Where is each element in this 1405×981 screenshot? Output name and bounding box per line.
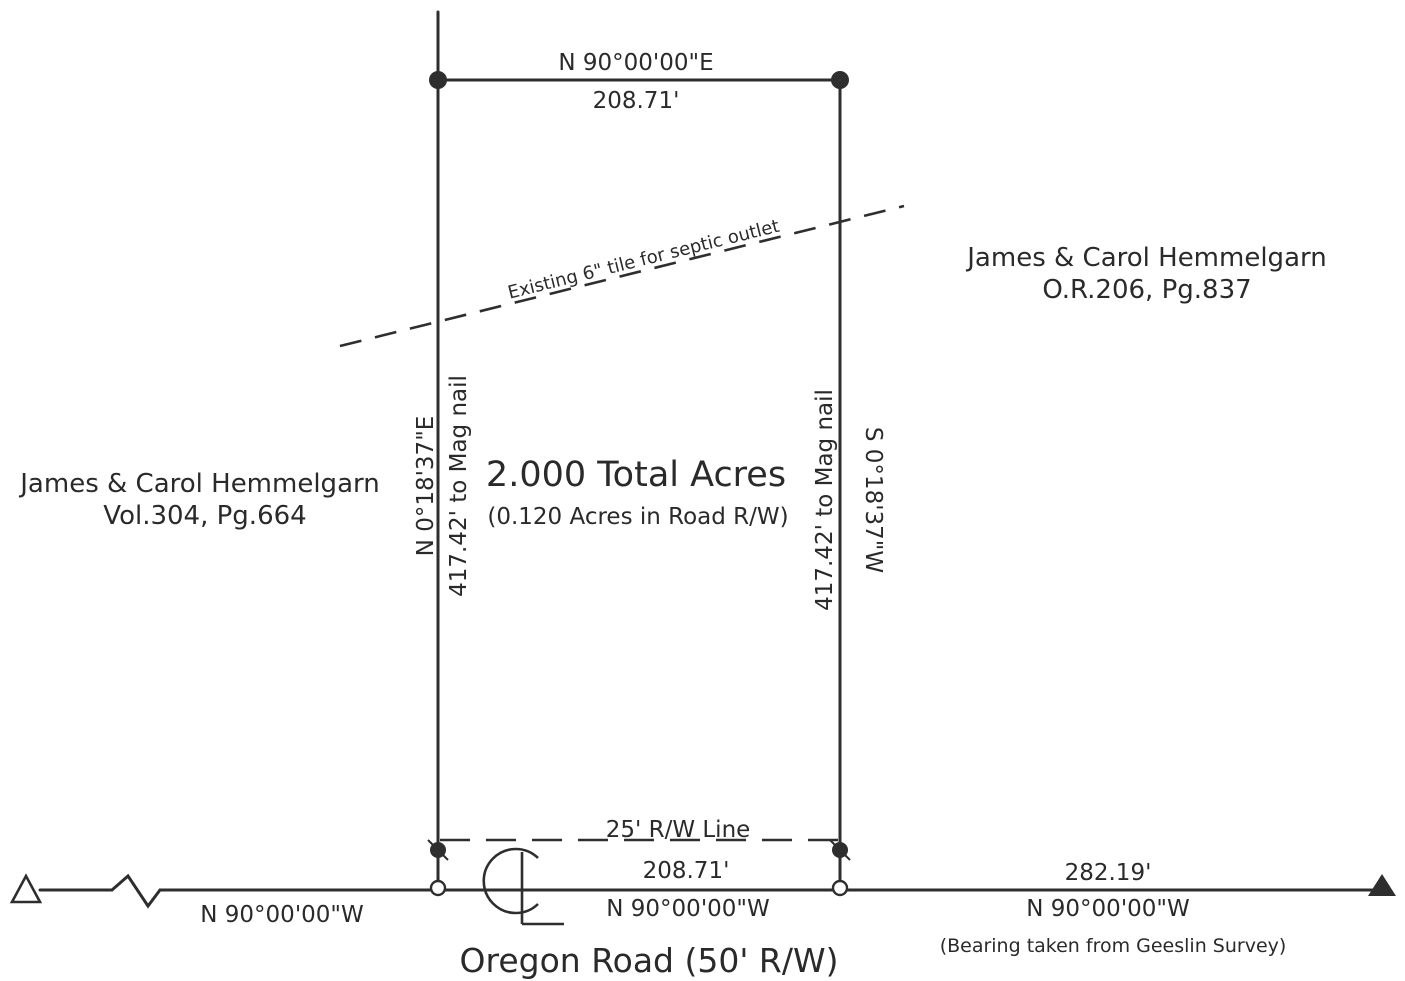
se-rw-marker: [829, 839, 851, 861]
west-distance-label: 417.42' to Mag nail: [446, 375, 472, 597]
west-adjoiner-owner: James & Carol Hemmelgarn: [18, 469, 379, 499]
road-right-distance-label: 282.19': [1065, 860, 1152, 886]
road-name-label: Oregon Road (50' R/W): [460, 941, 839, 980]
nw-corner-marker: [429, 71, 447, 89]
east-bearing-label: S 0°18'37"W: [860, 427, 886, 573]
parcel-area-title: 2.000 Total Acres: [486, 455, 786, 495]
septic-tile-line: [339, 204, 905, 348]
bearing-note-label: (Bearing taken from Geeslin Survey): [940, 935, 1287, 957]
sw-mag-nail-marker: [429, 879, 447, 897]
east-adjoiner-owner: James & Carol Hemmelgarn: [965, 243, 1326, 273]
tile-end-mark: [339, 340, 361, 347]
west-bearing-label: N 0°18'37"E: [413, 416, 439, 557]
se-mag-nail-marker: [831, 879, 849, 897]
ne-corner-marker: [831, 71, 849, 89]
parcel-area-subtitle: (0.120 Acres in Road R/W): [487, 504, 788, 530]
open-triangle-marker: [9, 873, 43, 904]
south-bearing-label: N 90°00'00"W: [606, 896, 769, 922]
road-right-bearing-label: N 90°00'00"W: [1026, 896, 1189, 922]
sw-rw-marker: [427, 839, 449, 861]
south-distance-label: 208.71': [643, 858, 730, 884]
road-left-bearing-label: N 90°00'00"W: [200, 902, 363, 928]
rw-line-label: 25' R/W Line: [606, 817, 751, 843]
north-bearing-label: N 90°00'00"E: [558, 50, 713, 76]
centerline-symbol: [482, 847, 564, 926]
east-distance-label: 417.42' to Mag nail: [812, 389, 838, 611]
road-centerline: [38, 873, 1374, 909]
solid-triangle-marker: [1368, 874, 1396, 896]
north-distance-label: 208.71': [593, 88, 680, 114]
east-adjoiner-deed: O.R.206, Pg.837: [1042, 275, 1251, 305]
west-adjoiner-deed: Vol.304, Pg.664: [103, 501, 306, 531]
septic-tile-label: Existing 6" tile for septic outlet: [506, 216, 782, 304]
